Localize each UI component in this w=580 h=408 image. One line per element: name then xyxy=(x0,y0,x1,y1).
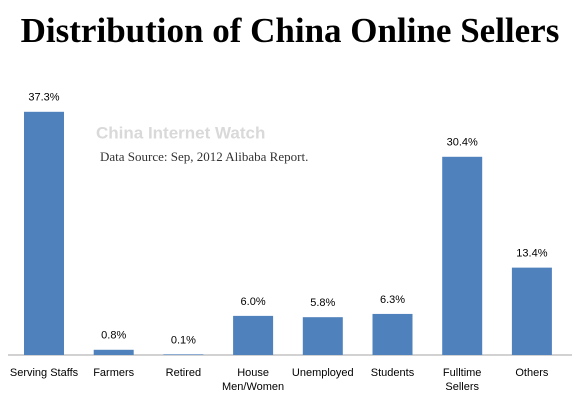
x-tick-label: Others xyxy=(515,367,549,379)
x-tick-label: Farmers xyxy=(93,367,135,379)
x-tick-label: Unemployed xyxy=(291,367,354,379)
value-label: 30.4% xyxy=(447,137,478,149)
bar xyxy=(372,313,413,355)
bar xyxy=(233,315,274,355)
value-label: 37.3% xyxy=(28,92,59,104)
bar xyxy=(302,317,343,355)
x-tick-label: House Men/Women xyxy=(222,367,285,393)
bar xyxy=(24,111,64,355)
bar xyxy=(511,267,552,355)
source-note: Data Source: Sep, 2012 Alibaba Report. xyxy=(100,149,308,164)
bar xyxy=(163,354,204,355)
bar xyxy=(442,156,483,355)
value-label: 13.4% xyxy=(516,248,547,260)
x-tick-label: Retired xyxy=(165,367,202,379)
value-label: 6.3% xyxy=(380,294,405,306)
watermark: China Internet Watch xyxy=(96,123,265,142)
value-label: 5.8% xyxy=(310,297,335,309)
value-label: 0.1% xyxy=(171,334,196,346)
x-tick-label: Serving Staffs xyxy=(9,367,79,379)
value-label: 0.8% xyxy=(101,330,126,342)
x-tick-label: Students xyxy=(370,367,415,379)
x-tick-label: Fulltime Sellers xyxy=(442,367,482,393)
value-label: 6.0% xyxy=(241,296,266,308)
bar xyxy=(93,349,134,355)
chart-title: Distribution of China Online Sellers xyxy=(21,11,560,50)
